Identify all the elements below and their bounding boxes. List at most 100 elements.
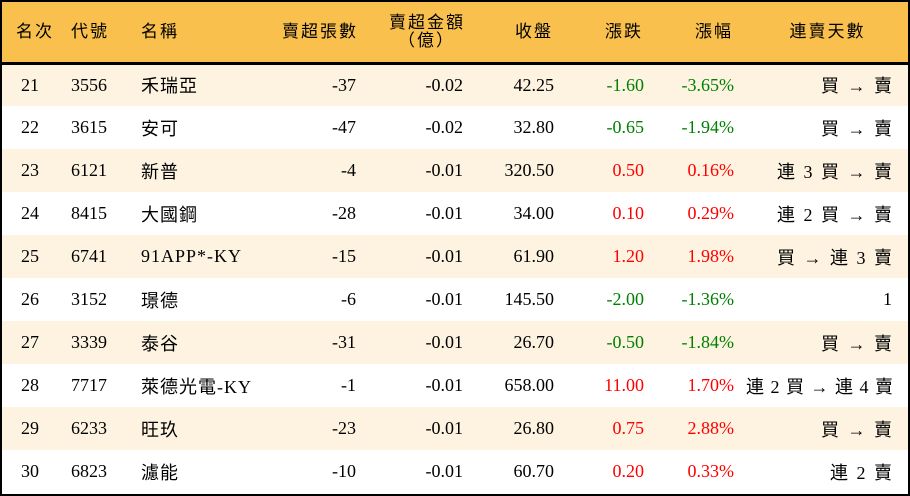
cell-close: 60.70 — [513, 461, 555, 481]
cell-change: -0.50 — [606, 332, 645, 352]
header-net-sell-volume[interactable]: 賣超張數 — [274, 2, 362, 65]
cell-code: 3152 — [71, 289, 107, 309]
cell-amount: -0.01 — [425, 375, 464, 395]
cell-code: 6823 — [71, 461, 107, 481]
cell-change: 0.75 — [612, 418, 645, 438]
cell-amount: -0.02 — [425, 117, 464, 137]
cell-consecutive-days: 連 3 買 → 賣 — [777, 161, 894, 182]
cell-rank: 29 — [21, 418, 39, 438]
cell-rank: 26 — [21, 289, 39, 309]
table-row[interactable]: 24 8415 大國鋼 -28 -0.01 34.00 0.10 0.29% 連… — [2, 192, 908, 235]
header-name[interactable]: 名稱 — [139, 2, 274, 65]
cell-name: 禾瑞亞 — [141, 76, 198, 97]
header-close[interactable]: 收盤 — [467, 2, 557, 65]
cell-consecutive-days: 連 2 賣 — [830, 462, 894, 483]
cell-name: 大國鋼 — [141, 204, 198, 225]
table-row[interactable]: 23 6121 新普 -4 -0.01 320.50 0.50 0.16% 連 … — [2, 149, 908, 192]
cell-rank: 25 — [21, 246, 39, 266]
cell-rank: 21 — [21, 74, 39, 95]
table-row[interactable]: 27 3339 泰谷 -31 -0.01 26.70 -0.50 -1.84% … — [2, 321, 908, 364]
cell-volume: -1 — [341, 375, 356, 395]
table-row[interactable]: 28 7717 萊德光電-KY -1 -0.01 658.00 11.00 1.… — [2, 364, 908, 407]
cell-volume: -4 — [341, 160, 356, 180]
cell-name: 旺玖 — [141, 419, 179, 440]
cell-close: 61.90 — [513, 246, 555, 266]
cell-change-pct: 0.29% — [687, 203, 735, 223]
table-row[interactable]: 29 6233 旺玖 -23 -0.01 26.80 0.75 2.88% 買 … — [2, 407, 908, 450]
cell-amount: -0.01 — [425, 246, 464, 266]
cell-change: -1.60 — [606, 74, 645, 95]
cell-rank: 23 — [21, 160, 39, 180]
cell-name: 新普 — [141, 161, 179, 182]
cell-change-pct: -3.65% — [681, 74, 735, 95]
header-rank[interactable]: 名次 — [2, 2, 69, 65]
header-change-pct[interactable]: 漲幅 — [647, 2, 737, 65]
cell-code: 6233 — [71, 418, 107, 438]
cell-change-pct: 0.33% — [687, 461, 735, 481]
cell-amount: -0.01 — [425, 289, 464, 309]
cell-consecutive-days: 連 2 買 → 連 4 賣 — [746, 376, 894, 397]
cell-close: 42.25 — [513, 74, 555, 95]
table-header-row: 名次 代號 名稱 賣超張數 賣超金額 （億） 收盤 漲跌 漲幅 連賣天數 — [2, 2, 908, 65]
table-row[interactable]: 25 6741 91APP*-KY -15 -0.01 61.90 1.20 1… — [2, 235, 908, 278]
header-net-sell-amount-line1: 賣超金額 — [389, 12, 465, 33]
cell-change: -2.00 — [606, 289, 645, 309]
cell-change-pct: 0.16% — [687, 160, 735, 180]
cell-consecutive-days: 買 → 賣 — [821, 118, 894, 139]
cell-volume: -37 — [332, 74, 356, 95]
cell-volume: -47 — [332, 117, 356, 137]
cell-consecutive-days: 買 → 賣 — [821, 419, 894, 440]
cell-amount: -0.01 — [425, 160, 464, 180]
cell-close: 26.70 — [513, 332, 555, 352]
table-row[interactable]: 30 6823 濾能 -10 -0.01 60.70 0.20 0.33% 連 … — [2, 450, 908, 493]
table-row[interactable]: 21 3556 禾瑞亞 -37 -0.02 42.25 -1.60 -3.65%… — [2, 63, 908, 106]
cell-consecutive-days: 1 — [883, 289, 894, 309]
header-code[interactable]: 代號 — [69, 2, 139, 65]
cell-volume: -31 — [332, 332, 356, 352]
cell-change: 11.00 — [604, 375, 644, 395]
cell-rank: 30 — [21, 461, 39, 481]
cell-volume: -15 — [332, 246, 356, 266]
cell-change: 0.10 — [612, 203, 645, 223]
cell-code: 6741 — [71, 246, 107, 266]
cell-name: 萊德光電-KY — [141, 376, 252, 397]
cell-amount: -0.01 — [425, 418, 464, 438]
cell-consecutive-days: 買 → 賣 — [821, 333, 894, 354]
cell-consecutive-days: 買 → 賣 — [821, 76, 894, 97]
cell-change-pct: -1.36% — [681, 289, 735, 309]
cell-name: 璟德 — [141, 290, 179, 311]
cell-volume: -6 — [341, 289, 356, 309]
table-row[interactable]: 22 3615 安可 -47 -0.02 32.80 -0.65 -1.94% … — [2, 106, 908, 149]
cell-change: 0.20 — [612, 461, 645, 481]
cell-code: 3615 — [71, 117, 107, 137]
cell-close: 32.80 — [513, 117, 555, 137]
cell-volume: -10 — [332, 461, 356, 481]
cell-change: 0.50 — [612, 160, 645, 180]
cell-change-pct: -1.94% — [681, 117, 735, 137]
cell-volume: -23 — [332, 418, 356, 438]
cell-close: 145.50 — [504, 289, 555, 309]
cell-amount: -0.01 — [425, 461, 464, 481]
cell-change: -0.65 — [606, 117, 645, 137]
cell-rank: 27 — [21, 332, 39, 352]
cell-change-pct: -1.84% — [681, 332, 735, 352]
table-row[interactable]: 26 3152 璟德 -6 -0.01 145.50 -2.00 -1.36% … — [2, 278, 908, 321]
header-net-sell-amount[interactable]: 賣超金額 （億） — [362, 2, 467, 65]
cell-change-pct: 2.88% — [687, 418, 735, 438]
cell-code: 3339 — [71, 332, 107, 352]
cell-name: 安可 — [141, 118, 179, 139]
cell-name: 濾能 — [141, 462, 179, 483]
cell-amount: -0.01 — [425, 332, 464, 352]
cell-amount: -0.01 — [425, 203, 464, 223]
cell-change-pct: 1.70% — [687, 375, 735, 395]
header-net-sell-amount-line2: （億） — [398, 30, 455, 51]
cell-rank: 24 — [21, 203, 39, 223]
header-consecutive-sell-days[interactable]: 連賣天數 — [737, 2, 908, 65]
header-change[interactable]: 漲跌 — [557, 2, 647, 65]
cell-code: 6121 — [71, 160, 107, 180]
cell-name: 泰谷 — [141, 333, 179, 354]
cell-code: 8415 — [71, 203, 107, 223]
cell-code: 7717 — [71, 375, 107, 395]
cell-consecutive-days: 連 2 買 → 賣 — [777, 204, 894, 225]
